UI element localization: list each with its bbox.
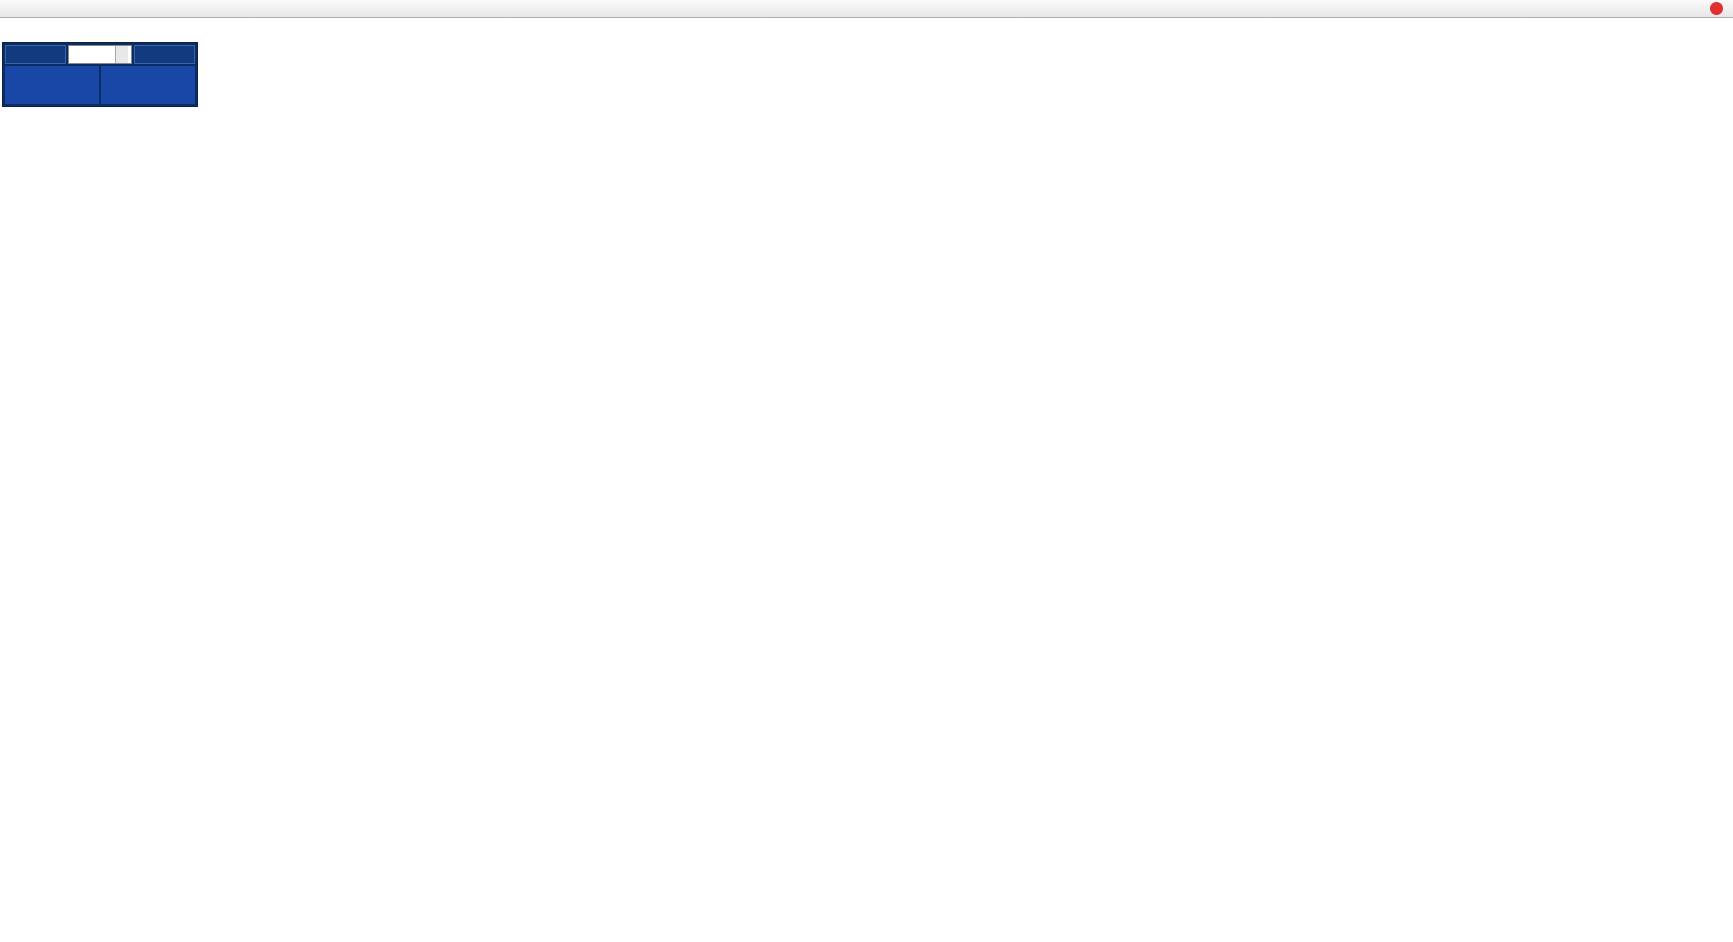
volume-stepper (115, 46, 128, 63)
volume-increase-button[interactable] (116, 46, 128, 55)
sell-price-display[interactable] (5, 66, 99, 104)
chart-window (0, 18, 1733, 942)
volume-input[interactable] (69, 46, 115, 63)
one-click-trading-panel (2, 42, 198, 107)
buy-button[interactable] (134, 45, 195, 64)
rsi-indicator-label (6, 758, 10, 770)
date-axis (0, 924, 1689, 942)
buy-price-display[interactable] (101, 66, 195, 104)
macd-indicator-label (6, 616, 14, 628)
volume-decrease-button[interactable] (116, 54, 128, 63)
notification-badge[interactable] (1710, 2, 1723, 15)
volume-field (68, 45, 132, 64)
sell-button[interactable] (5, 45, 66, 64)
toolbar (0, 0, 1733, 18)
price-axis (1689, 18, 1733, 924)
price-chart[interactable] (0, 18, 1733, 942)
